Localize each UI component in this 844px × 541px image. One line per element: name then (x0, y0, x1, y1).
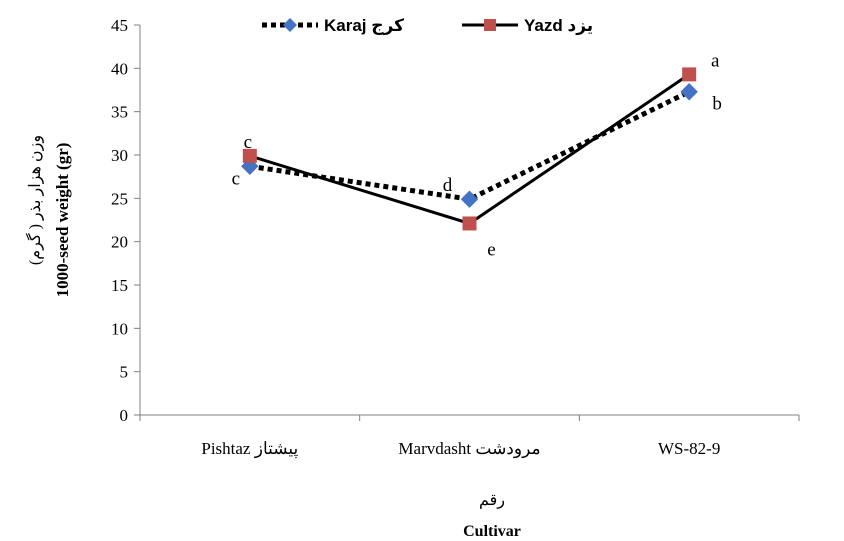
significance-letter: c (232, 168, 240, 189)
legend-item-1: Karaj کرج (262, 16, 404, 36)
series-markers (241, 67, 698, 231)
x-axis-label-persian: رقم (479, 492, 505, 509)
significance-letter: d (443, 175, 453, 196)
data-point-diamond (460, 190, 479, 208)
y-tick-label: 0 (120, 406, 129, 425)
y-tick-label: 40 (111, 59, 128, 78)
y-tick-label: 35 (111, 103, 128, 122)
legend-label: Karaj کرج (324, 16, 404, 36)
data-point-diamond (680, 83, 698, 101)
legend-label: Yazd یزد (524, 16, 593, 36)
significance-letter: c (244, 132, 252, 153)
point-annotations: c d b c e a (232, 50, 722, 260)
x-category-label: Pishtaz پیشتاز (201, 439, 298, 459)
legend-marker-square (484, 19, 496, 31)
y-tick-label: 20 (111, 233, 128, 252)
y-tick-label: 5 (120, 363, 129, 382)
series-line-1 (249, 89, 691, 202)
data-point-square (462, 216, 477, 231)
legend: Karaj کرج Yazd یزد (262, 16, 593, 36)
y-tick-label: 25 (111, 189, 128, 208)
y-axis-label-persian: وزن هزار بذر ( گرم) (25, 135, 44, 265)
significance-letter: e (487, 239, 495, 260)
y-axis-label: 1000-seed weight (gr) (53, 143, 72, 298)
axes (139, 25, 799, 416)
x-axis-label: Cultivar (463, 523, 521, 540)
y-tick-label: 30 (111, 146, 128, 165)
data-point-square (682, 67, 697, 82)
y-ticks: 0 5 10 15 20 25 30 35 40 45 (111, 16, 140, 425)
y-tick-label: 10 (111, 319, 128, 338)
x-ticks: Pishtaz پیشتاز Marvdasht مرودشت WS-82-9 (139, 415, 800, 459)
x-category-label: Marvdasht مرودشت (398, 439, 540, 459)
data-point-square (242, 148, 257, 163)
legend-item-2: Yazd یزد (462, 16, 593, 36)
x-category-label: WS-82-9 (658, 439, 720, 458)
legend-marker-diamond (283, 18, 297, 32)
y-tick-label: 45 (111, 16, 128, 35)
y-tick-label: 15 (111, 276, 128, 295)
significance-letter: a (711, 50, 720, 71)
significance-letter: b (712, 94, 722, 115)
